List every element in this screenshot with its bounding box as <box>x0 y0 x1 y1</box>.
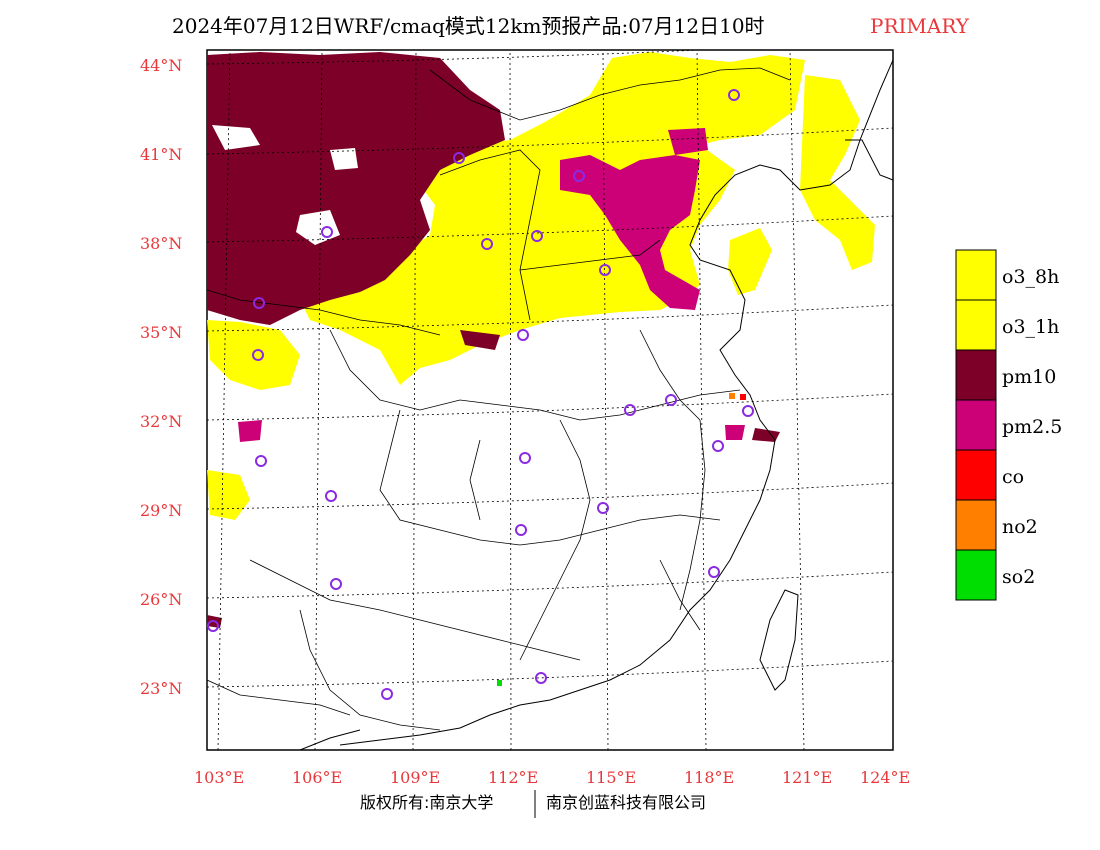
lat-label: 44°N <box>140 56 182 75</box>
clear-area-2 <box>330 148 358 170</box>
station-marker <box>252 349 264 361</box>
legend-label-pm10: pm10 <box>1002 366 1056 388</box>
station-marker <box>708 566 720 578</box>
clear-area-3 <box>212 125 260 150</box>
station-marker <box>531 230 543 242</box>
lat-label: 41°N <box>140 145 182 164</box>
station-marker <box>325 490 337 502</box>
footer-company: 南京创蓝科技有限公司 <box>546 793 706 812</box>
legend-label-so2: so2 <box>1002 566 1035 588</box>
lat-label: 29°N <box>140 501 182 520</box>
pm25-region <box>560 155 700 310</box>
coastline <box>339 59 893 746</box>
o3-region-north-east <box>800 75 875 270</box>
station-marker <box>535 672 547 684</box>
station-marker <box>517 329 529 341</box>
station-marker <box>481 238 493 250</box>
legend-swatch-pm25 <box>955 399 997 451</box>
lon-label: 124°E <box>860 768 910 787</box>
legend-label-no2: no2 <box>1002 516 1038 538</box>
lon-label: 118°E <box>684 768 734 787</box>
lat-label: 26°N <box>140 590 182 609</box>
station-marker <box>573 170 585 182</box>
station-marker <box>597 502 609 514</box>
lat-label: 38°N <box>140 234 182 253</box>
legend-label-o3-1h: o3_1h <box>1002 316 1059 338</box>
map-plot-area <box>206 49 894 751</box>
o3-region-south-west-2 <box>207 470 250 520</box>
station-marker <box>712 440 724 452</box>
longitude-labels: 103°E 106°E 109°E 112°E 115°E 118°E 121°… <box>194 768 910 787</box>
legend-swatch-no2 <box>955 499 997 551</box>
legend-swatch-o3-8h <box>955 249 997 301</box>
station-marker <box>321 226 333 238</box>
lon-label: 115°E <box>586 768 636 787</box>
pm10-small-1 <box>460 330 500 350</box>
taiwan-island <box>759 589 799 691</box>
legend: o3_8h o3_1h pm10 pm2.5 co no2 so2 <box>955 249 1062 601</box>
latitude-labels: 44°N 41°N 38°N 35°N 32°N 29°N 26°N 23°N <box>140 56 182 698</box>
legend-label-o3-8h: o3_8h <box>1002 266 1059 288</box>
station-marker <box>330 578 342 590</box>
station-marker <box>665 394 677 406</box>
legend-label-pm25: pm2.5 <box>1002 416 1062 438</box>
co-spot <box>740 394 746 400</box>
lon-label: 112°E <box>488 768 538 787</box>
lat-label: 35°N <box>140 323 182 342</box>
pm25-small-3 <box>725 425 745 440</box>
legend-swatch-so2 <box>955 549 997 601</box>
station-marker <box>728 89 740 101</box>
legend-swatch-pm10 <box>955 349 997 401</box>
map-title-accent: PRIMARY <box>870 14 970 38</box>
lon-label: 106°E <box>292 768 342 787</box>
legend-swatch-o3-1h <box>955 299 997 351</box>
pm10-region <box>207 52 505 325</box>
pm25-small-2 <box>238 420 262 442</box>
meridians <box>217 50 805 750</box>
o3-region-bohai <box>728 228 772 295</box>
lon-label: 103°E <box>194 768 244 787</box>
pm10-small-2 <box>752 428 780 442</box>
station-marker <box>253 297 265 309</box>
station-marker <box>624 404 636 416</box>
station-marker <box>599 264 611 276</box>
station-marker <box>515 524 527 536</box>
station-marker <box>519 452 531 464</box>
hainan-coast <box>299 729 361 750</box>
station-marker <box>255 455 267 467</box>
station-marker <box>453 152 465 164</box>
lat-label: 23°N <box>140 679 182 698</box>
lon-label: 109°E <box>390 768 440 787</box>
station-markers <box>207 89 754 700</box>
legend-label-co: co <box>1002 466 1024 488</box>
map-title: 2024年07月12日WRF/cmaq模式12km预报产品:07月12日10时 <box>172 14 765 38</box>
lon-label: 121°E <box>782 768 832 787</box>
station-marker <box>207 620 219 632</box>
korea-peninsula <box>845 139 893 181</box>
station-marker <box>381 688 393 700</box>
lat-label: 32°N <box>140 412 182 431</box>
legend-swatch-co <box>955 449 997 501</box>
footer-copyright: 版权所有:南京大学 <box>360 793 493 812</box>
no2-spot <box>729 393 735 399</box>
so2-spot <box>497 680 502 686</box>
station-marker <box>742 405 754 417</box>
